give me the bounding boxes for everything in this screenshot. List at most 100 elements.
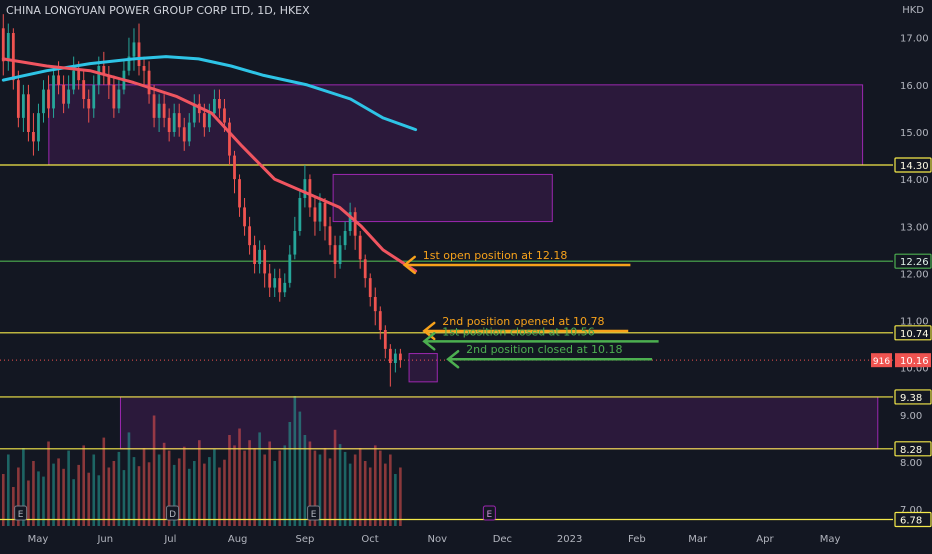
- candle-body: [318, 202, 322, 222]
- volume-bar: [117, 451, 121, 526]
- price-tick-label: 11.00: [900, 317, 929, 328]
- volume-bar: [132, 457, 136, 526]
- volume-bar: [333, 429, 337, 526]
- candle-body: [32, 132, 35, 142]
- event-marker-letter: E: [487, 510, 493, 520]
- volume-bar: [308, 441, 312, 526]
- volume-bar: [293, 396, 297, 526]
- candle-body: [82, 80, 86, 99]
- volume-bar: [192, 461, 196, 526]
- candle-body: [62, 84, 66, 104]
- time-tick-label: Aug: [228, 534, 248, 545]
- candle-body: [298, 198, 302, 231]
- volume-bar: [67, 450, 70, 526]
- candle-body: [207, 113, 211, 128]
- price-level-label: 9.38: [900, 393, 922, 404]
- volume-bar: [298, 411, 302, 526]
- volume-bar: [157, 454, 161, 526]
- time-tick-label: May: [820, 534, 841, 545]
- candle-body: [117, 89, 121, 109]
- volume-bar: [328, 458, 332, 526]
- candle-body: [243, 207, 246, 227]
- volume-bar: [127, 432, 131, 526]
- candle-body: [373, 297, 377, 312]
- time-tick-label: Jul: [163, 534, 176, 545]
- candle-body: [258, 249, 262, 264]
- candle-body: [72, 70, 76, 90]
- zone-box: [332, 173, 553, 223]
- volume-bar: [147, 462, 151, 526]
- volume-bar: [243, 450, 246, 526]
- price-tick-label: 9.00: [900, 411, 922, 422]
- candle-body: [383, 330, 387, 349]
- chart-title: CHINA LONGYUAN POWER GROUP CORP LTD, 1D,…: [6, 4, 310, 17]
- time-tick-label: Jun: [96, 534, 113, 545]
- candle-body: [132, 42, 136, 57]
- volume-bar: [318, 454, 322, 526]
- candle-body: [27, 94, 30, 132]
- candle-body: [172, 113, 176, 132]
- volume-bar: [107, 467, 111, 526]
- annotation-label: 1st open position at 12.18: [423, 249, 568, 262]
- volume-bar: [338, 444, 342, 526]
- volume-bar: [273, 461, 277, 526]
- volume-bar: [218, 467, 221, 526]
- price-tick-label: 17.00: [900, 34, 929, 45]
- volume-bar: [378, 450, 382, 526]
- time-tick-label: 2023: [557, 534, 582, 545]
- volume-bar: [1, 474, 5, 526]
- volume-bar: [112, 461, 116, 526]
- volume-bar: [384, 463, 387, 526]
- volume-bar: [122, 470, 126, 526]
- candle-body: [378, 311, 382, 330]
- price-tick-label: 8.00: [900, 458, 922, 469]
- price-tick-label: 13.00: [900, 222, 929, 233]
- candle-body: [137, 42, 141, 66]
- time-tick-label: Apr: [756, 534, 774, 545]
- candle-body: [358, 235, 362, 260]
- candle-body: [223, 108, 226, 123]
- candle-body: [353, 212, 357, 236]
- candle-body: [177, 113, 181, 128]
- candle-body: [87, 99, 91, 109]
- volume-bar: [363, 461, 367, 526]
- zones-layer: [48, 84, 879, 450]
- candle-body: [6, 33, 10, 62]
- volume-bar: [268, 441, 271, 526]
- annotation-label: 2nd position closed at 10.18: [466, 343, 622, 356]
- price-axis[interactable]: 17.00 16.00 15.00 14.00 13.00 12.00 11.00 10.00…: [871, 0, 932, 550]
- annotation-label: 2nd position opened at 10.78: [442, 315, 604, 328]
- volume-bar: [27, 480, 30, 526]
- price-tick-label: 16.00: [900, 81, 929, 92]
- volume-bar: [223, 459, 226, 526]
- candle-body: [393, 353, 397, 363]
- price-level-label: 8.28: [900, 445, 922, 456]
- candle-body: [182, 127, 186, 142]
- candle-body: [228, 122, 231, 156]
- candle-body: [107, 75, 111, 85]
- volume-bar: [399, 467, 402, 526]
- candle-body: [278, 278, 282, 293]
- price-level-box: [894, 511, 932, 528]
- candle-body: [1, 28, 5, 62]
- volume-bar: [32, 461, 35, 526]
- candle-body: [152, 94, 156, 118]
- candle-body: [328, 226, 332, 246]
- volume-bar: [313, 450, 317, 526]
- volume-bar: [233, 445, 236, 526]
- candle-body: [167, 117, 171, 132]
- volume-bar: [283, 445, 287, 526]
- candle-body: [283, 282, 287, 293]
- price-level-label: 14.30: [900, 161, 929, 172]
- moving-averages-layer: [1, 55, 418, 273]
- volume-bar: [92, 454, 96, 526]
- time-axis[interactable]: May Jun Jul Aug Sep Oct Nov Dec 2023 Feb Mar Apr May: [0, 528, 893, 550]
- event-marker-letter: E: [18, 510, 24, 520]
- volume-bar: [208, 457, 211, 526]
- volume-bar: [62, 468, 65, 526]
- candle-body: [37, 113, 40, 142]
- candle-body: [233, 155, 236, 180]
- volume-bar: [238, 428, 241, 526]
